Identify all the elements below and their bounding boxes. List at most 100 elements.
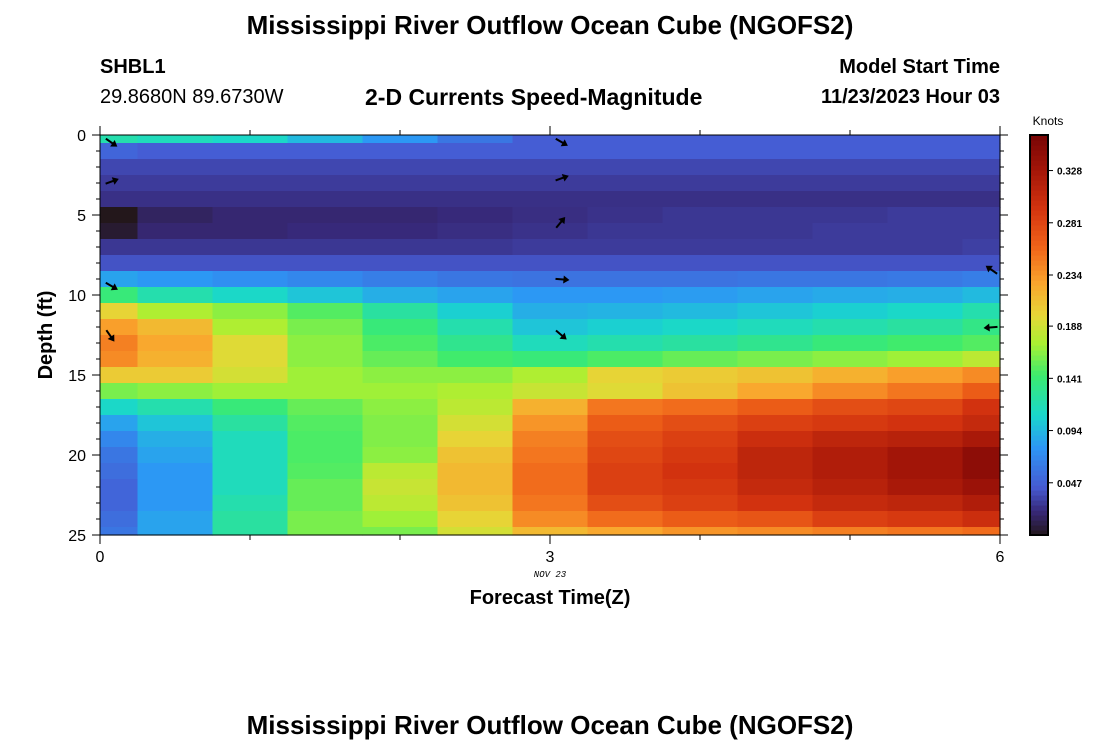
heatmap-cell (887, 303, 964, 320)
current-vector (555, 173, 569, 182)
heatmap-cell (287, 527, 364, 536)
vector-head (983, 323, 990, 332)
heatmap-cell (587, 207, 664, 224)
heatmap-cell (512, 351, 589, 368)
heatmap-cell (887, 415, 964, 432)
heatmap-cell (137, 239, 214, 256)
heatmap-cell (437, 207, 514, 224)
colorbar-segment (1030, 340, 1048, 346)
heatmap-cell (512, 255, 589, 272)
heatmap-cell (962, 351, 1001, 368)
heatmap-cell (362, 399, 439, 416)
heatmap-cell (137, 223, 214, 240)
vector-head (558, 217, 566, 225)
heatmap-cell (737, 255, 814, 272)
heatmap-cell (662, 527, 739, 536)
heatmap-cell (362, 159, 439, 176)
vector-head (561, 173, 569, 182)
heatmap-cell (512, 383, 589, 400)
x-tick-label: 0 (96, 549, 105, 566)
heatmap-cell (812, 135, 889, 144)
heatmap-cell (887, 431, 964, 448)
heatmap-cell (362, 527, 439, 536)
heatmap-cell (962, 511, 1001, 528)
y-tick-label: 0 (77, 128, 86, 145)
heatmap-cell (662, 335, 739, 352)
heatmap-cell (662, 351, 739, 368)
heatmap-cell (137, 255, 214, 272)
heatmap-cell (812, 495, 889, 512)
vector-head (110, 283, 118, 291)
heatmap-cell (100, 447, 139, 464)
heatmap-cell (662, 271, 739, 288)
heatmap-cell (512, 191, 589, 208)
heatmap-cell (100, 319, 139, 336)
heatmap-cell (887, 239, 964, 256)
heatmap-cell (437, 239, 514, 256)
heatmap-cell (137, 159, 214, 176)
heatmap-cell (100, 191, 139, 208)
heatmap-cell (212, 479, 289, 496)
heatmap-cell (287, 511, 364, 528)
heatmap-cell (287, 135, 364, 144)
heatmap-cell (737, 463, 814, 480)
colorbar-tick-label: 0.047 (1057, 479, 1082, 490)
vector-head (560, 139, 568, 147)
heatmap-cell (512, 143, 589, 160)
colorbar-segment (1030, 400, 1048, 406)
heatmap-cell (887, 399, 964, 416)
heatmap-cell (887, 463, 964, 480)
heatmap-cell (962, 287, 1001, 304)
colorbar-segment (1030, 460, 1048, 466)
heatmap-cell (437, 135, 514, 144)
heatmap-cell (100, 239, 139, 256)
heatmap-cell (212, 143, 289, 160)
heatmap-cell (100, 159, 139, 176)
heatmap-cell (962, 479, 1001, 496)
heatmap-cell (212, 367, 289, 384)
heatmap-cell (137, 207, 214, 224)
heatmap-cell (512, 527, 589, 536)
heatmap-cell (437, 287, 514, 304)
heatmap-cell (512, 367, 589, 384)
heatmap-cell (662, 159, 739, 176)
colorbar-segment (1030, 475, 1048, 481)
heatmap-cell (287, 303, 364, 320)
heatmap-cell (737, 479, 814, 496)
heatmap-cell (812, 143, 889, 160)
heatmap-cell (962, 175, 1001, 192)
heatmap-cell (212, 239, 289, 256)
current-vector (105, 137, 118, 147)
vector-head (111, 177, 119, 185)
heatmap-cell (362, 463, 439, 480)
heatmap-cell (100, 143, 139, 160)
colorbar-segment (1030, 420, 1048, 426)
heatmap-cell (812, 463, 889, 480)
colorbar-segment (1030, 160, 1048, 166)
heatmap-cell (887, 143, 964, 160)
heatmap-cell (287, 159, 364, 176)
colorbar-segment (1030, 380, 1048, 386)
heatmap-cell (662, 207, 739, 224)
heatmap-cell (737, 399, 814, 416)
colorbar-segment (1030, 195, 1048, 201)
heatmap-cell (137, 399, 214, 416)
colorbar-segment (1030, 355, 1048, 361)
colorbar-segment (1030, 485, 1048, 491)
heatmap-cell (887, 271, 964, 288)
heatmap-cell (437, 415, 514, 432)
heatmap-cell (287, 415, 364, 432)
colorbar-segment (1030, 415, 1048, 421)
heatmap-cell (962, 143, 1001, 160)
heatmap-cell (100, 527, 139, 536)
heatmap-cell (212, 447, 289, 464)
colorbar-tick-label: 0.188 (1057, 322, 1082, 333)
heatmap-cell (287, 191, 364, 208)
colorbar-segment (1030, 385, 1048, 391)
heatmap-cell (812, 303, 889, 320)
colorbar-label: Knots (1033, 114, 1064, 128)
heatmap-cell (212, 463, 289, 480)
heatmap-cell (287, 239, 364, 256)
heatmap-cell (662, 479, 739, 496)
heatmap-cell (887, 319, 964, 336)
